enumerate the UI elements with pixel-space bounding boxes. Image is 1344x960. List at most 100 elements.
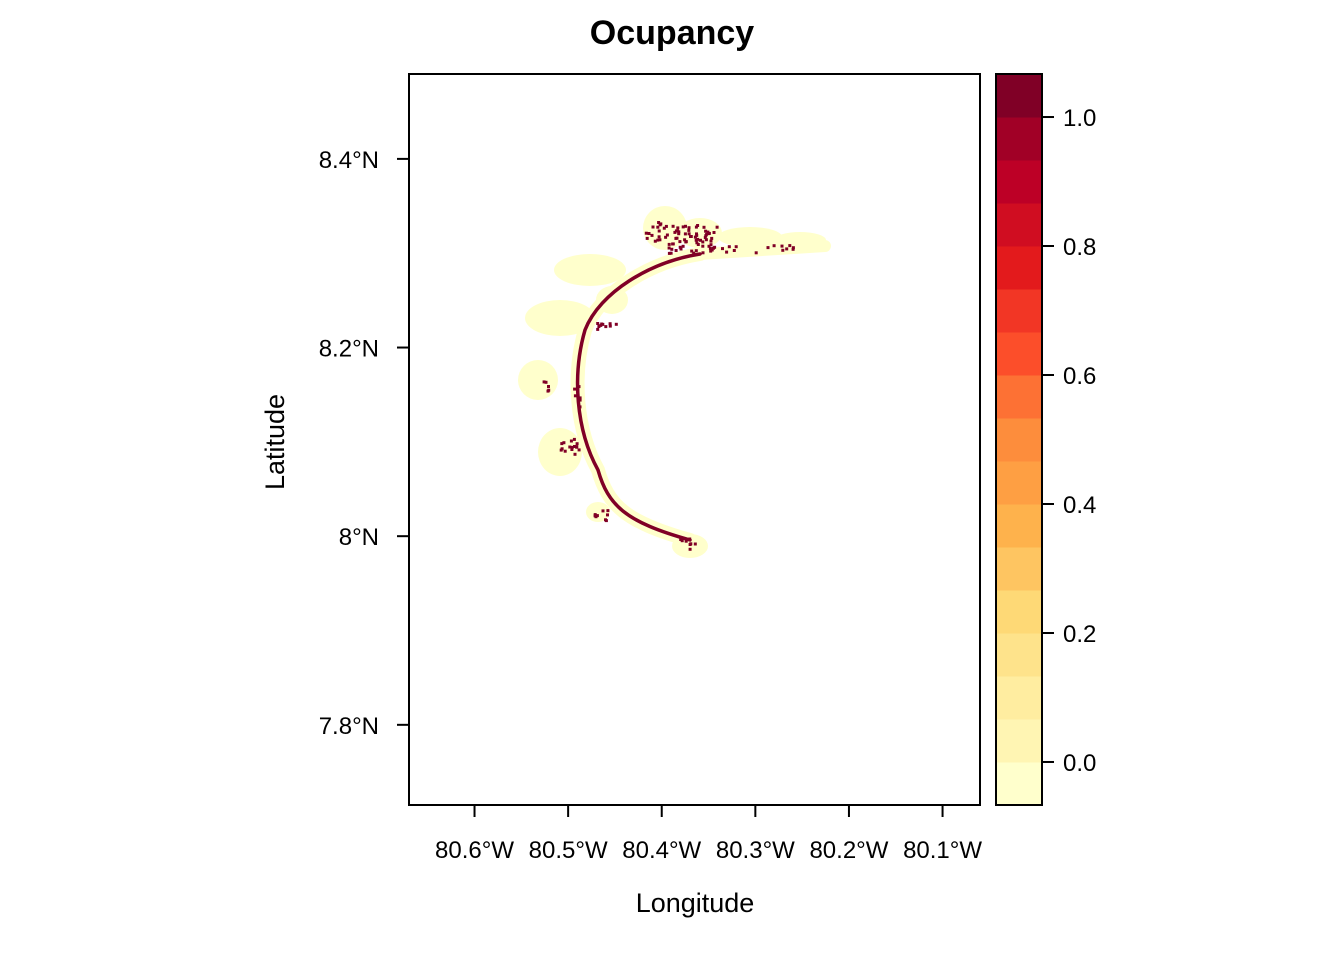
x-tick-label: 80.6°W	[435, 837, 514, 864]
raster-high-cell	[695, 241, 699, 245]
raster-high-cell	[577, 448, 581, 452]
colorbar-swatch	[996, 289, 1042, 333]
colorbar-swatch	[996, 676, 1042, 720]
colorbar-swatch	[996, 332, 1042, 376]
raster-high-cell	[573, 452, 577, 456]
raster-high-cell	[651, 225, 655, 229]
colorbar-swatch	[996, 633, 1042, 677]
raster-high-cell	[667, 242, 671, 246]
raster-high-cell	[596, 327, 600, 331]
raster-high-cell	[573, 387, 577, 391]
raster-high-cell	[692, 251, 696, 255]
raster-high-cell	[701, 251, 705, 255]
raster-high-cell	[608, 322, 612, 326]
raster-high-cell	[683, 238, 687, 242]
raster-high-cell	[780, 244, 784, 248]
raster-high-cell	[687, 226, 691, 230]
raster-high-cell	[710, 236, 714, 240]
raster-high-cell	[671, 242, 675, 246]
raster-high-cell	[687, 232, 691, 236]
raster-high-cell	[595, 514, 599, 518]
colorbar-swatch	[996, 203, 1042, 247]
raster-high-cell	[662, 226, 666, 230]
raster-high-cell	[560, 442, 564, 446]
raster-high-cell	[656, 225, 660, 229]
raster-high-cell	[684, 539, 688, 543]
colorbar-ticks: 1.0 0.8 0.6 0.4 0.2 0.0	[1042, 105, 1096, 777]
y-tick-label: 7.8°N	[319, 713, 379, 740]
y-tick-label: 8.2°N	[319, 336, 379, 363]
raster-high-cell	[573, 394, 577, 398]
raster-high-cell	[694, 238, 698, 242]
colorbar-tick-label: 1.0	[1063, 105, 1096, 132]
raster-high-cell	[678, 245, 682, 249]
raster-high-cell	[684, 240, 688, 244]
raster-high-cell	[676, 226, 680, 230]
y-tick-label: 8°N	[339, 524, 379, 551]
colorbar-swatch	[996, 590, 1042, 634]
raster-high-cell	[706, 230, 710, 234]
x-tick-label: 80.5°W	[529, 837, 608, 864]
raster-high-cell	[575, 442, 579, 446]
raster-high-cell	[689, 235, 693, 238]
colorbar-swatch	[996, 375, 1042, 419]
raster-high-cell	[577, 385, 581, 389]
raster-low-area	[538, 428, 582, 476]
colorbar-swatch	[996, 719, 1042, 763]
raster-high-cell	[677, 230, 681, 234]
raster-high-cell	[772, 244, 776, 248]
raster-high-cell	[690, 249, 694, 253]
x-tick-label: 80.1°W	[903, 837, 982, 864]
colorbar-legend	[996, 74, 1042, 806]
raster-high-cell	[712, 231, 716, 234]
raster-high-cell	[547, 385, 550, 388]
colorbar-tick-label: 0.6	[1063, 363, 1096, 390]
x-tick-label: 80.2°W	[809, 837, 888, 864]
raster-high-cell	[681, 244, 685, 248]
colorbar-swatch	[996, 504, 1042, 548]
raster-high-cell	[575, 445, 579, 449]
colorbar-swatch	[996, 547, 1042, 591]
raster-high-cell	[604, 518, 607, 522]
x-axis-label: Longitude	[636, 888, 755, 918]
raster-high-cell	[669, 251, 673, 255]
raster-high-cell	[650, 233, 654, 237]
raster-high-cell	[657, 229, 661, 233]
raster-high-cell	[707, 244, 711, 248]
colorbar-swatch	[996, 418, 1042, 462]
raster-high-cell	[781, 248, 785, 252]
raster-high-cell	[570, 445, 574, 449]
raster-high-cell	[644, 231, 648, 235]
raster-high-cell	[657, 221, 661, 224]
raster-high-cell	[704, 229, 708, 233]
raster-high-cell	[544, 380, 548, 384]
raster-high-cell	[709, 243, 713, 247]
raster-high-cell	[570, 448, 574, 451]
raster-high-cell	[667, 246, 671, 250]
colorbar-swatch	[996, 74, 1042, 118]
raster-high-cell	[593, 513, 597, 517]
raster-high-cell	[701, 240, 705, 244]
y-axis-label: Latitude	[260, 394, 290, 490]
y-tick-label: 8.4°N	[319, 147, 379, 174]
raster-high-cell	[606, 513, 609, 517]
raster-high-cell	[560, 447, 564, 451]
x-tick-label: 80.3°W	[716, 837, 795, 864]
raster-high-cell	[696, 243, 700, 246]
x-tick-label: 80.4°W	[622, 837, 701, 864]
colorbar-tick-label: 0.2	[1063, 621, 1096, 648]
occupancy-raster	[518, 206, 831, 558]
raster-high-cell	[547, 388, 551, 392]
raster-low-area	[518, 360, 558, 400]
raster-high-cell	[675, 236, 679, 240]
raster-high-cell	[788, 244, 792, 248]
raster-high-cell	[578, 405, 582, 409]
raster-high-cell	[597, 325, 601, 328]
raster-high-cell	[658, 223, 662, 227]
raster-low-area	[586, 502, 610, 522]
colorbar-frame	[995, 73, 1043, 806]
raster-high-cell	[703, 236, 707, 240]
raster-low-coast	[570, 247, 707, 547]
y-axis: 8.4°N 8.2°N 8°N 7.8°N	[319, 147, 409, 740]
raster-high-cell	[656, 238, 660, 242]
